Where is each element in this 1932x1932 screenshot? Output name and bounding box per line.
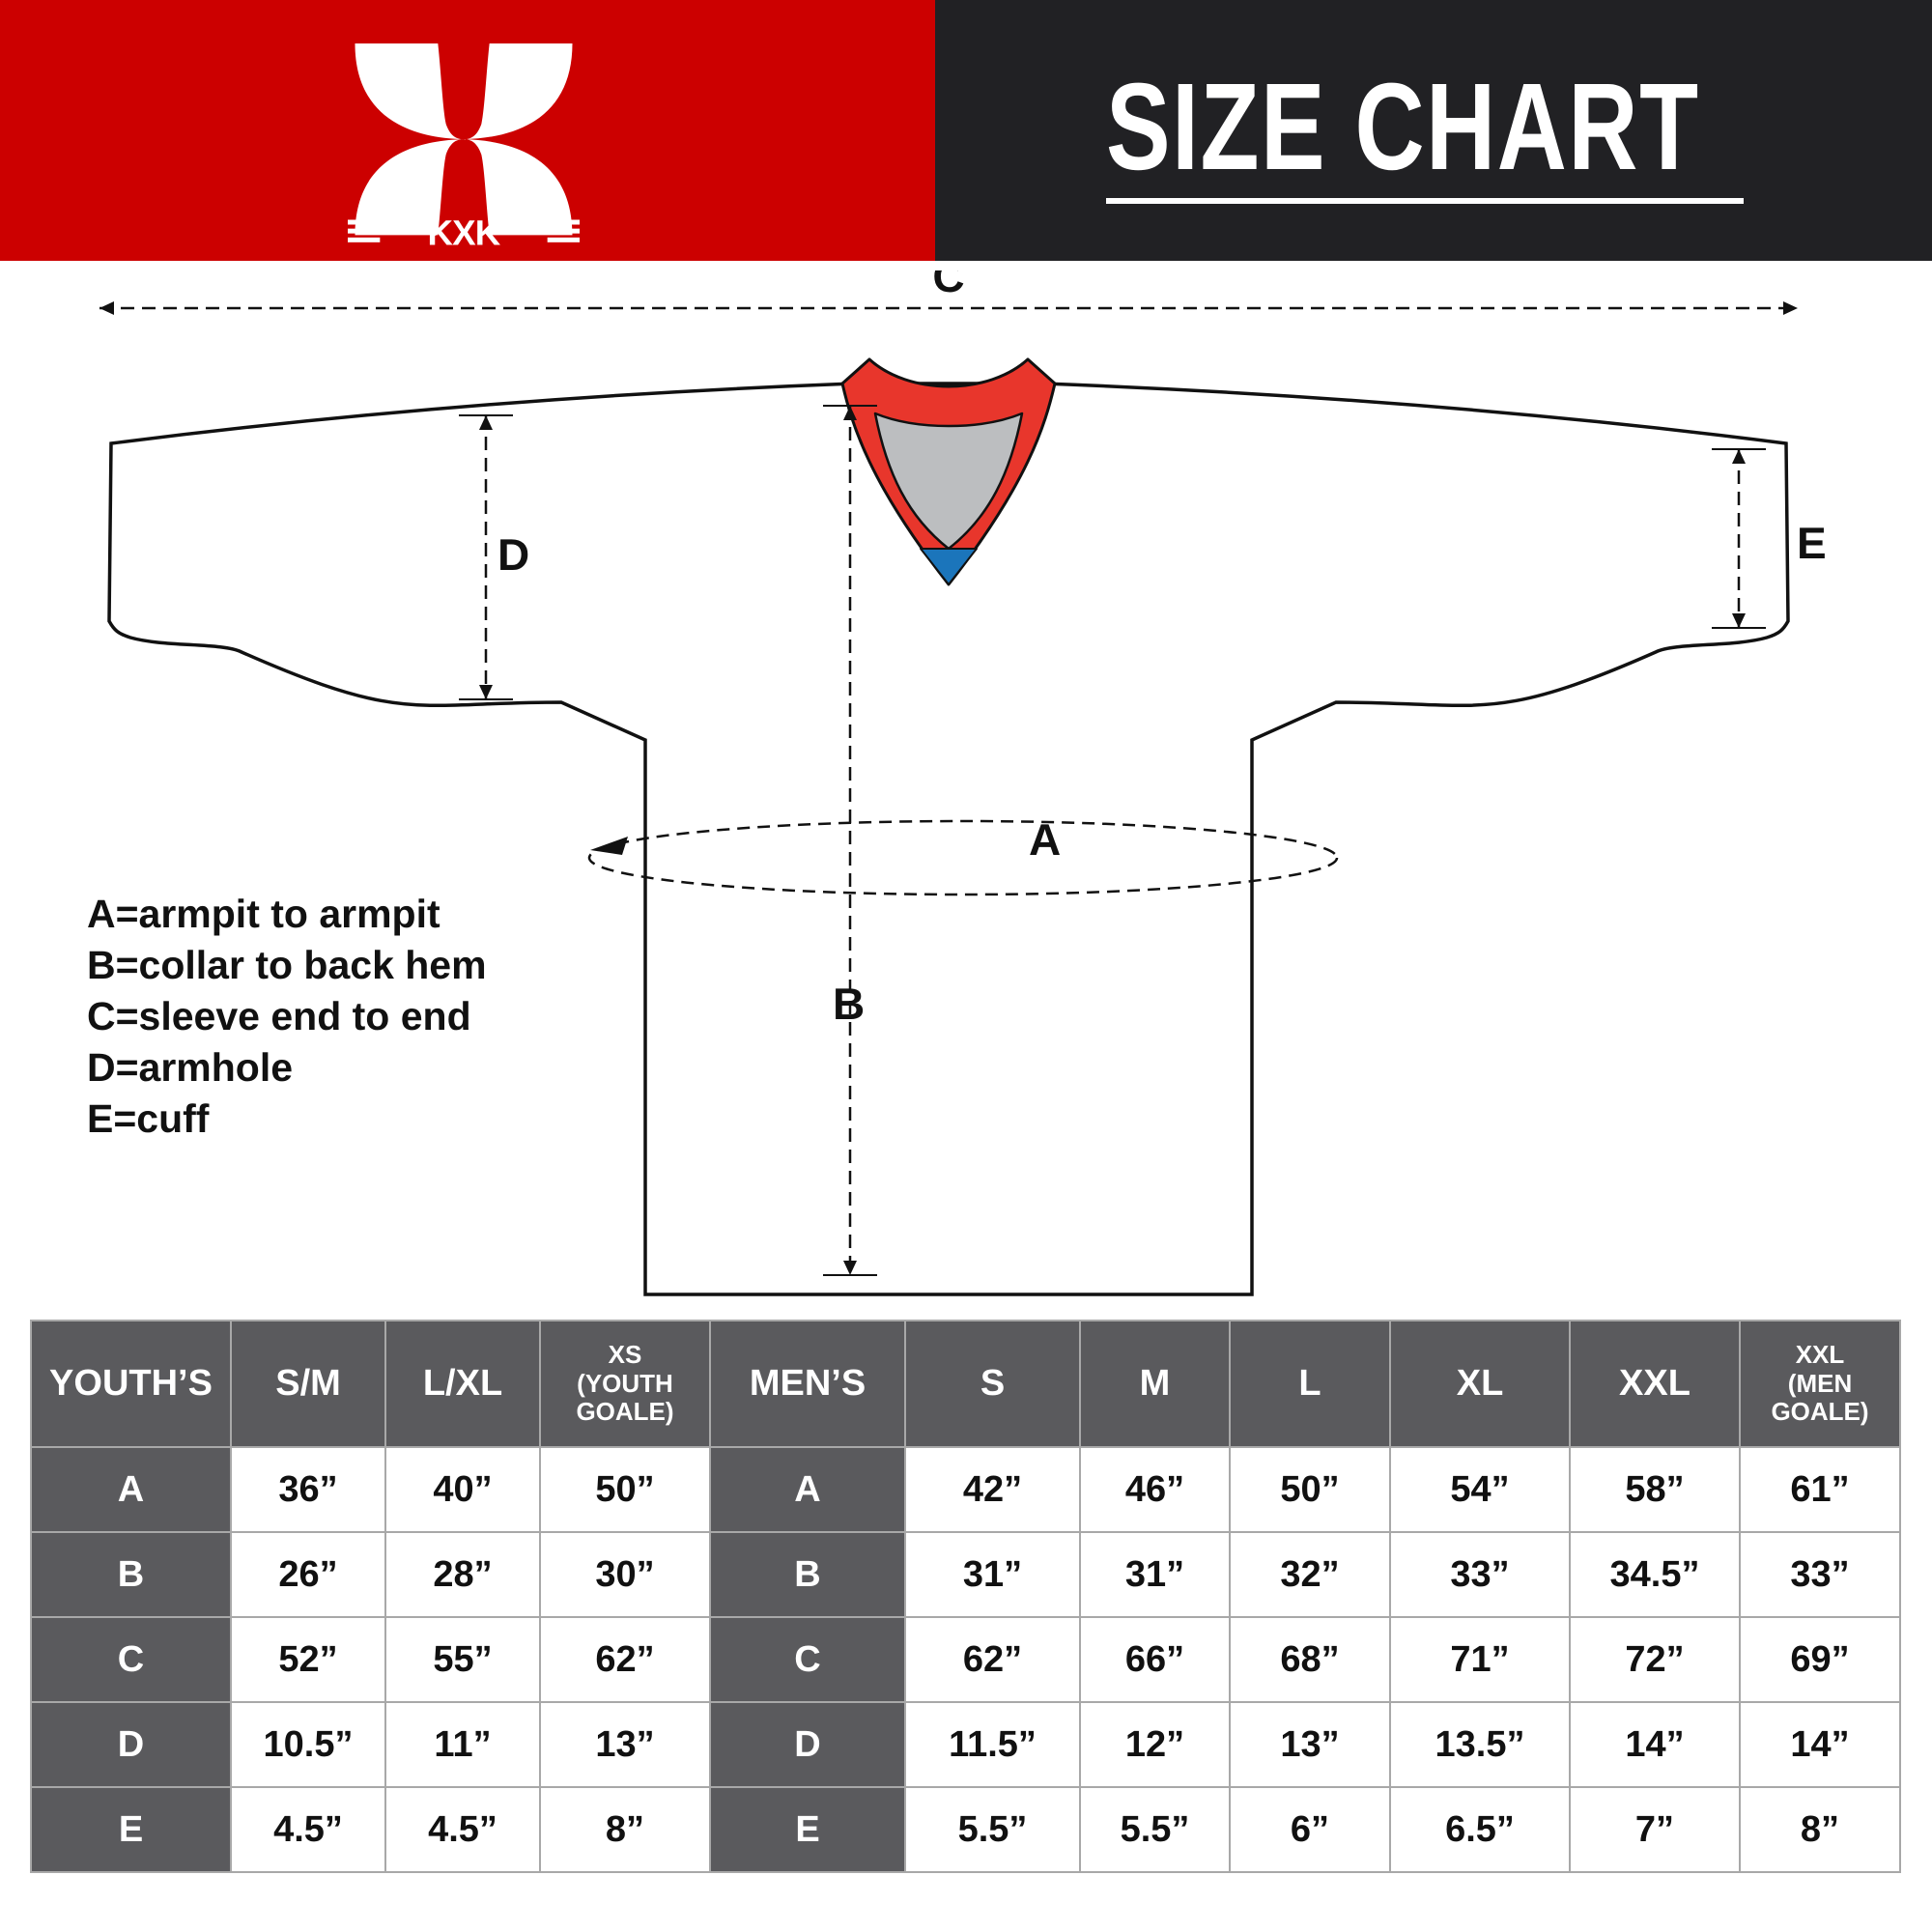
svg-text:B: B	[833, 979, 865, 1029]
svg-text:C=sleeve end to end: C=sleeve end to end	[87, 994, 471, 1038]
svg-text:C: C	[932, 270, 964, 301]
svg-text:KXK: KXK	[428, 213, 501, 246]
svg-text:E: E	[1797, 518, 1827, 568]
svg-text:A: A	[1029, 814, 1061, 865]
svg-text:D: D	[497, 529, 529, 580]
svg-text:E=cuff: E=cuff	[87, 1096, 210, 1141]
svg-text:B=collar to back hem: B=collar to back hem	[87, 943, 487, 987]
svg-text:D=armhole: D=armhole	[87, 1045, 293, 1090]
svg-text:A=armpit to armpit: A=armpit to armpit	[87, 892, 440, 936]
